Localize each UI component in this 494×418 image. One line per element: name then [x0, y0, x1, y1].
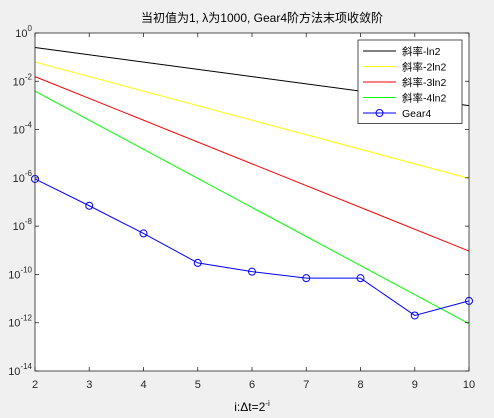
- data-point: [410, 311, 419, 320]
- x-tick-label: 3: [86, 379, 92, 391]
- x-tick-label: 8: [357, 379, 363, 391]
- data-point: [302, 274, 311, 283]
- x-tick-label: 4: [140, 379, 146, 391]
- legend: 斜率-ln2 斜率-2ln2 斜率-3ln2 斜率-4ln2 Gear4: [357, 39, 463, 124]
- x-axis-label: i:Δt=2-i: [234, 399, 270, 414]
- legend-marker: [375, 109, 384, 117]
- y-tick-label: 10-6: [13, 169, 33, 185]
- data-point: [85, 201, 94, 210]
- y-tick-label: 10-14: [8, 362, 32, 378]
- data-point: [356, 274, 365, 283]
- y-tick-label: 10-12: [8, 314, 32, 330]
- legend-entry-label: 斜率-2ln2: [402, 61, 447, 74]
- data-point: [248, 267, 256, 276]
- legend-entry-label: 斜率-ln2: [402, 45, 441, 58]
- x-tick-label: 9: [412, 379, 418, 391]
- y-tick-label: 10-10: [8, 265, 32, 281]
- x-tick-label: 2: [32, 379, 38, 391]
- data-point: [139, 229, 148, 238]
- data-point: [193, 258, 202, 267]
- legend-entry-label: Gear4: [402, 108, 431, 120]
- chart-title: 当初值为1, λ为1000, Gear4阶方法末项收敛阶: [141, 10, 383, 25]
- x-tick-label: 6: [249, 379, 255, 391]
- legend-entry-label: 斜率-3ln2: [402, 76, 447, 89]
- series-line-5: [34, 178, 470, 316]
- ticks-layer: 2 3 4 5 6 7 8 9 10 100 10-2 10-4 10-6 10-8 10-10 10-12 1…: [8, 24, 475, 391]
- series-line-4: [34, 90, 470, 325]
- y-tick-label: 100: [15, 24, 32, 40]
- x-tick-label: 10: [463, 379, 475, 391]
- series-line-3: [34, 76, 470, 252]
- y-tick-label: 10-8: [13, 217, 33, 233]
- x-tick-label: 7: [303, 379, 309, 391]
- series-line-2: [34, 61, 470, 179]
- x-tick-label: 5: [195, 379, 201, 391]
- y-tick-label: 10-2: [13, 72, 33, 88]
- legend-entry-label: 斜率-4ln2: [402, 92, 447, 105]
- y-tick-label: 10-4: [13, 121, 33, 137]
- plot-frame: [34, 32, 470, 372]
